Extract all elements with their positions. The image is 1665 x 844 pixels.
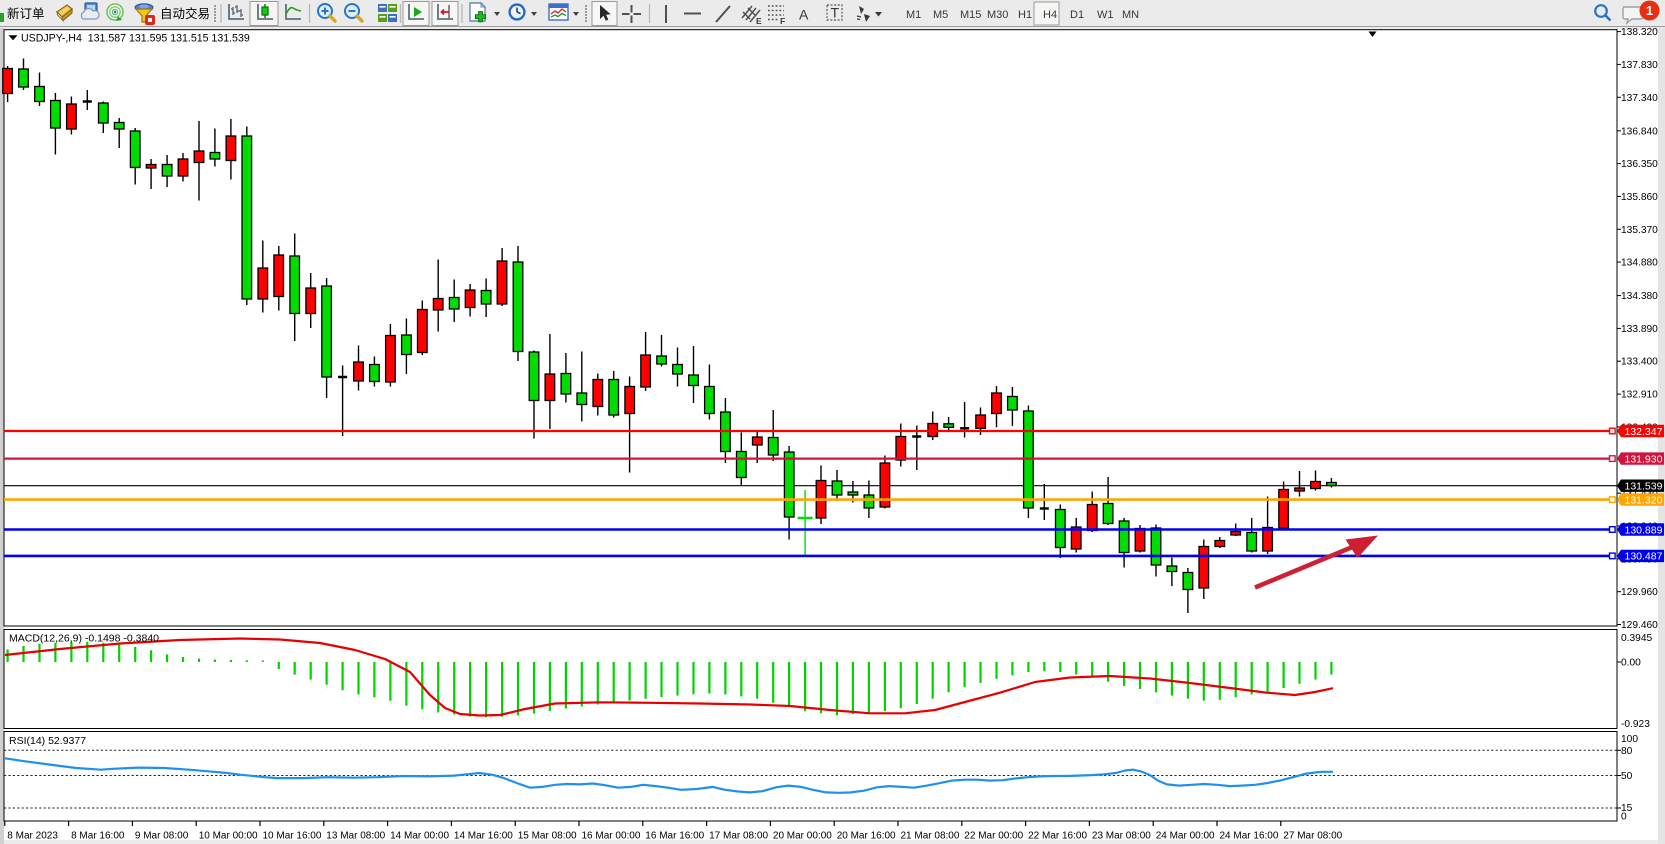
svg-text:24 Mar 16:00: 24 Mar 16:00 xyxy=(1220,831,1279,842)
svg-text:20 Mar 16:00: 20 Mar 16:00 xyxy=(837,831,896,842)
svg-text:27 Mar 08:00: 27 Mar 08:00 xyxy=(1283,831,1342,842)
svg-text:10 Mar 00:00: 10 Mar 00:00 xyxy=(199,831,258,842)
svg-text:14 Mar 00:00: 14 Mar 00:00 xyxy=(390,831,449,842)
svg-text:M15: M15 xyxy=(960,9,981,21)
svg-text:0.00: 0.00 xyxy=(1621,658,1641,669)
svg-text:134.880: 134.880 xyxy=(1621,258,1658,269)
svg-text:130.487: 130.487 xyxy=(1625,551,1663,563)
svg-text:137.340: 137.340 xyxy=(1621,93,1658,104)
svg-text:100: 100 xyxy=(1621,734,1638,745)
svg-text:135.370: 135.370 xyxy=(1621,225,1658,236)
svg-text:15 Mar 08:00: 15 Mar 08:00 xyxy=(518,831,577,842)
svg-text:129.960: 129.960 xyxy=(1621,587,1658,598)
svg-text:E: E xyxy=(756,16,762,26)
svg-text:A: A xyxy=(799,7,809,23)
svg-text:MACD(12,26,9) -0.1498 -0.3840: MACD(12,26,9) -0.1498 -0.3840 xyxy=(9,633,159,645)
svg-text:T: T xyxy=(831,5,840,21)
svg-text:133.400: 133.400 xyxy=(1621,357,1658,368)
svg-text:133.890: 133.890 xyxy=(1621,324,1658,335)
svg-text:137.830: 137.830 xyxy=(1621,60,1658,71)
svg-text:RSI(14) 52.9377: RSI(14) 52.9377 xyxy=(9,735,86,747)
svg-text:H4: H4 xyxy=(1043,9,1057,21)
svg-text:9 Mar 08:00: 9 Mar 08:00 xyxy=(135,831,189,842)
svg-text:F: F xyxy=(780,16,785,26)
svg-text:131.320: 131.320 xyxy=(1625,494,1663,506)
svg-text:MN: MN xyxy=(1122,9,1139,21)
svg-text:135.860: 135.860 xyxy=(1621,192,1658,203)
svg-text:0.3945: 0.3945 xyxy=(1621,633,1652,644)
svg-text:136.840: 136.840 xyxy=(1621,126,1658,137)
svg-text:20 Mar 00:00: 20 Mar 00:00 xyxy=(773,831,832,842)
svg-text:129.460: 129.460 xyxy=(1621,620,1658,631)
svg-text:M30: M30 xyxy=(987,9,1008,21)
svg-text:132.910: 132.910 xyxy=(1621,390,1658,401)
svg-text:24 Mar 00:00: 24 Mar 00:00 xyxy=(1156,831,1215,842)
svg-text:17 Mar 08:00: 17 Mar 08:00 xyxy=(709,831,768,842)
svg-text:136.350: 136.350 xyxy=(1621,159,1658,170)
svg-text:131.930: 131.930 xyxy=(1625,453,1663,465)
svg-text:D1: D1 xyxy=(1070,9,1084,21)
svg-text:22 Mar 16:00: 22 Mar 16:00 xyxy=(1028,831,1087,842)
svg-text:1: 1 xyxy=(1646,3,1653,18)
svg-text:132.347: 132.347 xyxy=(1625,426,1663,438)
svg-text:H1: H1 xyxy=(1018,9,1032,21)
svg-text:8 Mar 2023: 8 Mar 2023 xyxy=(7,831,58,842)
svg-text:22 Mar 00:00: 22 Mar 00:00 xyxy=(964,831,1023,842)
svg-text:10 Mar 16:00: 10 Mar 16:00 xyxy=(263,831,322,842)
svg-text:-0.923: -0.923 xyxy=(1621,719,1650,730)
svg-text:USDJPY-,H4 131.587 131.595 13: USDJPY-,H4 131.587 131.595 131.515 131.5… xyxy=(21,33,250,45)
svg-text:134.380: 134.380 xyxy=(1621,291,1658,302)
svg-text:21 Mar 08:00: 21 Mar 08:00 xyxy=(901,831,960,842)
svg-text:16 Mar 00:00: 16 Mar 00:00 xyxy=(582,831,641,842)
svg-text:23 Mar 08:00: 23 Mar 08:00 xyxy=(1092,831,1151,842)
svg-text:138.320: 138.320 xyxy=(1621,27,1658,38)
svg-text:14 Mar 16:00: 14 Mar 16:00 xyxy=(454,831,513,842)
svg-text:M5: M5 xyxy=(933,9,948,21)
svg-text:W1: W1 xyxy=(1097,9,1114,21)
svg-text:16 Mar 16:00: 16 Mar 16:00 xyxy=(645,831,704,842)
svg-text:80: 80 xyxy=(1621,746,1633,757)
svg-text:自动交易: 自动交易 xyxy=(160,6,210,21)
svg-text:130.889: 130.889 xyxy=(1625,524,1663,536)
svg-text:8 Mar 16:00: 8 Mar 16:00 xyxy=(71,831,125,842)
svg-text:131.539: 131.539 xyxy=(1625,481,1663,493)
svg-text:新订单: 新订单 xyxy=(7,6,45,21)
svg-text:M1: M1 xyxy=(906,9,921,21)
svg-text:15: 15 xyxy=(1621,803,1633,814)
svg-text:13 Mar 08:00: 13 Mar 08:00 xyxy=(326,831,385,842)
svg-text:50: 50 xyxy=(1621,771,1633,782)
svg-text:0: 0 xyxy=(1621,812,1627,823)
